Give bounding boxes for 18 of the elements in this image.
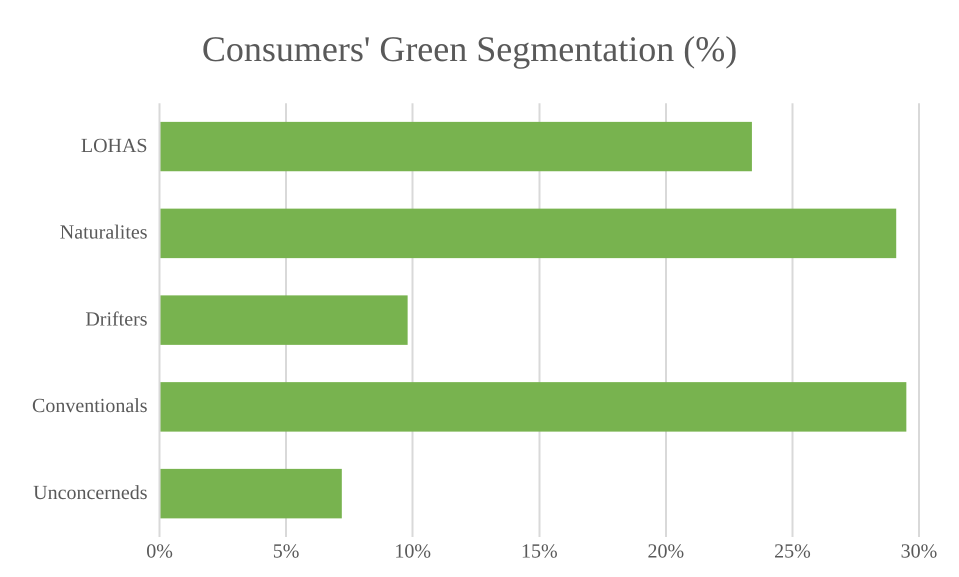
chart-title: Consumers' Green Segmentation (%) [202,29,738,70]
bar [160,382,906,432]
y-tick-label: Conventionals [32,395,148,418]
bar [160,122,752,172]
x-tick-label: 5% [272,540,300,562]
bar [160,295,408,345]
x-tick-label: 10% [394,540,432,562]
y-tick-label: Unconcerneds [33,482,148,504]
y-tick-label: Naturalites [60,222,148,244]
bar [160,208,896,258]
bar [160,468,342,518]
x-tick-label: 0% [146,540,173,562]
x-tick-label: 25% [774,540,811,562]
y-tick-label: Drifters [85,308,148,330]
x-tick-label: 30% [900,540,938,562]
y-tick-label: LOHAS [80,134,148,157]
x-tick-label: 15% [520,540,558,562]
x-tick-label: 20% [648,540,684,562]
